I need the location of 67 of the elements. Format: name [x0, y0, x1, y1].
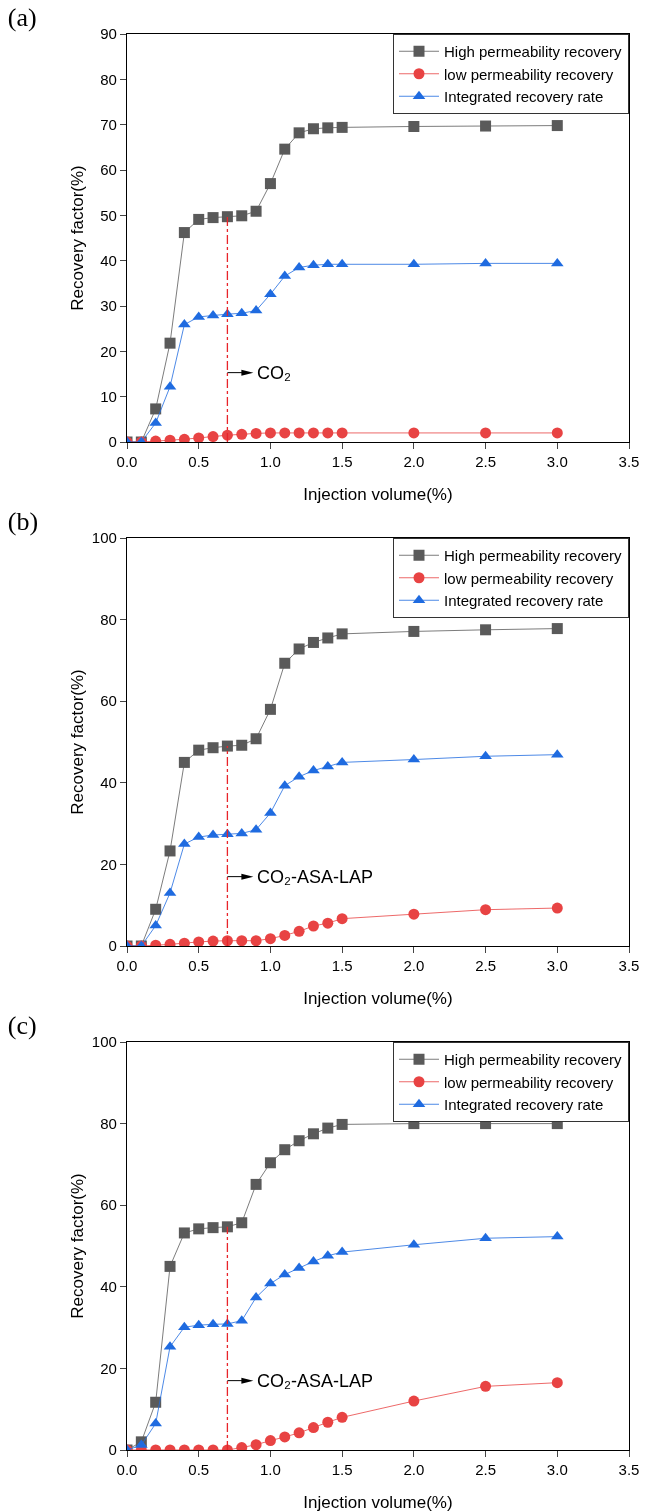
y-tick-label: 90: [100, 25, 117, 43]
y-tick-label: 40: [100, 774, 117, 792]
y-tick-label: 0: [108, 937, 117, 955]
x-tick-label: 3.0: [546, 453, 568, 471]
x-tick-label: 2.0: [403, 453, 425, 471]
x-tick-label: 1.0: [260, 453, 281, 471]
legend-label: Integrated recovery rate: [444, 592, 604, 610]
x-tick-label: 3.0: [546, 1461, 568, 1479]
x-tick-label: 1.0: [260, 957, 281, 975]
legend-label: low permeability recovery: [444, 569, 614, 587]
legend-label: High permeability recovery: [444, 1051, 623, 1069]
x-tick-label: 0.0: [116, 957, 138, 975]
y-tick-label: 0: [108, 433, 117, 451]
legend-label: High permeability recovery: [444, 43, 623, 61]
y-tick-label: 20: [100, 855, 117, 873]
x-tick-label: 3.5: [618, 957, 640, 975]
y-tick-label: 70: [100, 115, 117, 133]
y-axis-title: Recovery factor(%): [67, 669, 87, 815]
x-tick-label: 2.5: [475, 957, 496, 975]
x-axis-title: Injection volume(%): [303, 485, 453, 504]
y-tick-label: 60: [100, 161, 117, 179]
x-tick-label: 0.5: [188, 453, 210, 471]
y-tick-label: 80: [100, 610, 117, 628]
y-axis-title: Recovery factor(%): [67, 1173, 87, 1319]
ref-line-label: CO₂: [257, 363, 291, 383]
y-tick-label: 80: [100, 1114, 117, 1132]
chart-title: (a): [7, 2, 37, 32]
x-axis-title: Injection volume(%): [303, 1493, 453, 1512]
x-tick-label: 3.5: [618, 1461, 640, 1479]
x-axis-title: Injection volume(%): [303, 989, 453, 1008]
x-tick-label: 3.0: [546, 957, 568, 975]
y-tick-label: 40: [100, 251, 117, 269]
x-tick-label: 1.5: [331, 453, 353, 471]
x-tick-label: 2.5: [475, 1461, 496, 1479]
x-tick-label: 1.5: [331, 957, 353, 975]
y-tick-label: 40: [100, 1278, 117, 1296]
x-tick-label: 0.5: [188, 957, 210, 975]
y-tick-label: 30: [100, 297, 117, 315]
x-tick-label: 1.0: [260, 1461, 281, 1479]
y-tick-label: 50: [100, 206, 117, 224]
y-tick-label: 100: [91, 1033, 117, 1051]
ref-line-label: CO₂-ASA-LAP: [257, 1371, 374, 1391]
x-tick-label: 1.5: [331, 1461, 353, 1479]
y-tick-label: 80: [100, 70, 117, 88]
y-tick-label: 100: [91, 529, 117, 547]
x-tick-label: 2.5: [475, 453, 496, 471]
x-tick-label: 0.5: [188, 1461, 210, 1479]
x-tick-label: 0.0: [116, 1461, 138, 1479]
legend-label: low permeability recovery: [444, 1073, 614, 1091]
ref-line-label: CO₂-ASA-LAP: [257, 867, 374, 887]
y-tick-label: 60: [100, 692, 117, 710]
x-tick-label: 3.5: [618, 453, 640, 471]
x-tick-label: 2.0: [403, 957, 425, 975]
legend-label: Integrated recovery rate: [444, 1096, 604, 1114]
y-tick-label: 10: [100, 387, 117, 405]
legend-label: low permeability recovery: [444, 65, 614, 83]
legend-label: High permeability recovery: [444, 547, 623, 565]
legend-label: Integrated recovery rate: [444, 88, 604, 106]
chart-title: (c): [7, 1010, 37, 1040]
y-tick-label: 20: [100, 342, 117, 360]
y-tick-label: 0: [108, 1441, 117, 1459]
x-tick-label: 0.0: [116, 453, 138, 471]
y-tick-label: 60: [100, 1196, 117, 1214]
x-tick-label: 2.0: [403, 1461, 425, 1479]
y-axis-title: Recovery factor(%): [67, 165, 87, 311]
chart-title: (b): [7, 506, 39, 536]
y-tick-label: 20: [100, 1359, 117, 1377]
